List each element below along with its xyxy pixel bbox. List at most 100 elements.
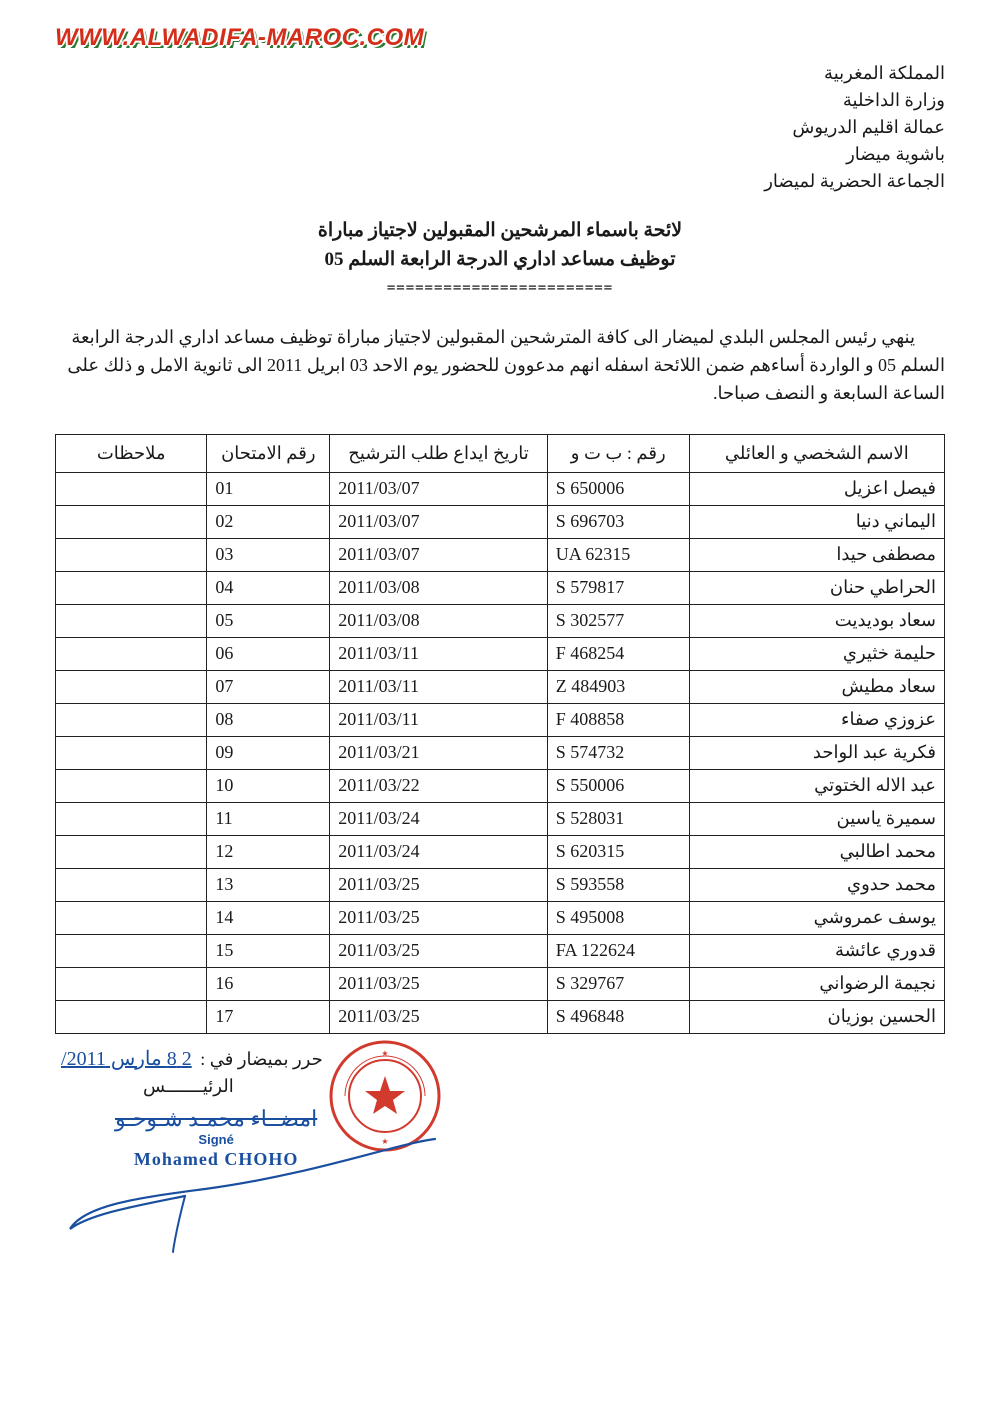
cell-exam-number: 09: [207, 736, 330, 769]
cell-exam-number: 05: [207, 604, 330, 637]
table-row: فكرية عبد الواحدS 5747322011/03/2109: [56, 736, 945, 769]
cell-cin: F 408858: [547, 703, 689, 736]
cell-exam-number: 02: [207, 505, 330, 538]
candidates-table: الاسم الشخصي و العائلي رقم : ب ت و تاريخ…: [55, 434, 945, 1034]
cell-exam-number: 14: [207, 901, 330, 934]
cell-exam-number: 04: [207, 571, 330, 604]
intro-paragraph: ينهي رئيس المجلس البلدي لميضار الى كافة …: [55, 324, 945, 408]
cell-name: مصطفى حيدا: [689, 538, 944, 571]
cell-date: 2011/03/08: [330, 571, 548, 604]
letterhead-line: المملكة المغربية: [55, 60, 945, 87]
letterhead-line: عمالة اقليم الدريوش: [55, 114, 945, 141]
table-header-row: الاسم الشخصي و العائلي رقم : ب ت و تاريخ…: [56, 434, 945, 472]
cell-notes: [56, 505, 207, 538]
cell-notes: [56, 802, 207, 835]
cell-notes: [56, 637, 207, 670]
cell-date: 2011/03/24: [330, 802, 548, 835]
cell-notes: [56, 1000, 207, 1033]
cell-name: سعاد مطيش: [689, 670, 944, 703]
issue-date-line: حرر بميضار في : 2 8 مارس 2011/: [61, 1046, 323, 1071]
title-separator: ========================: [55, 280, 945, 296]
table-row: الحسين بوزيانS 4968482011/03/2517: [56, 1000, 945, 1033]
letterhead-line: باشوية ميضار: [55, 141, 945, 168]
signature-flourish-icon: [65, 1134, 445, 1254]
cell-cin: S 593558: [547, 868, 689, 901]
cell-exam-number: 16: [207, 967, 330, 1000]
cell-date: 2011/03/24: [330, 835, 548, 868]
cell-cin: S 574732: [547, 736, 689, 769]
letterhead-line: وزارة الداخلية: [55, 87, 945, 114]
cell-date: 2011/03/08: [330, 604, 548, 637]
cell-name: محمد اطالبي: [689, 835, 944, 868]
cell-cin: S 496848: [547, 1000, 689, 1033]
cell-cin: F 468254: [547, 637, 689, 670]
cell-exam-number: 13: [207, 868, 330, 901]
table-row: قدوري عائشةFA 1226242011/03/2515: [56, 934, 945, 967]
table-row: محمد اطالبيS 6203152011/03/2412: [56, 835, 945, 868]
letterhead: المملكة المغربية وزارة الداخلية عمالة اق…: [55, 60, 945, 195]
cell-exam-number: 03: [207, 538, 330, 571]
table-row: اليماني دنياS 6967032011/03/0702: [56, 505, 945, 538]
cell-date: 2011/03/25: [330, 868, 548, 901]
cell-notes: [56, 868, 207, 901]
table-row: سميرة ياسينS 5280312011/03/2411: [56, 802, 945, 835]
cell-date: 2011/03/11: [330, 670, 548, 703]
cell-date: 2011/03/21: [330, 736, 548, 769]
cell-exam-number: 08: [207, 703, 330, 736]
document-page: WWW.ALWADIFA-MAROC.COM المملكة المغربية …: [0, 0, 1000, 1421]
cell-notes: [56, 934, 207, 967]
cell-exam-number: 10: [207, 769, 330, 802]
site-watermark: WWW.ALWADIFA-MAROC.COM: [55, 24, 424, 52]
date-prefix: حرر بميضار في :: [200, 1049, 323, 1069]
cell-notes: [56, 604, 207, 637]
cell-name: محمد حدوي: [689, 868, 944, 901]
cell-notes: [56, 472, 207, 505]
table-row: فيصل اعزيلS 6500062011/03/0701: [56, 472, 945, 505]
cell-name: فيصل اعزيل: [689, 472, 944, 505]
cell-cin: S 528031: [547, 802, 689, 835]
table-row: حليمة خثيريF 4682542011/03/1106: [56, 637, 945, 670]
cell-notes: [56, 703, 207, 736]
cell-cin: S 579817: [547, 571, 689, 604]
title-line-2: توظيف مساعد اداري الدرجة الرابعة السلم 0…: [55, 246, 945, 275]
table-row: يوسف عمروشيS 4950082011/03/2514: [56, 901, 945, 934]
cell-date: 2011/03/07: [330, 538, 548, 571]
table-row: محمد حدويS 5935582011/03/2513: [56, 868, 945, 901]
table-row: سعاد مطيشZ 4849032011/03/1107: [56, 670, 945, 703]
title-line-1: لائحة باسماء المرشحين المقبولين لاجتياز …: [55, 217, 945, 246]
signature-scribble: امضــاء محمـد شـوحـو: [115, 1108, 317, 1130]
table-row: الحراطي حنانS 5798172011/03/0804: [56, 571, 945, 604]
cell-exam-number: 06: [207, 637, 330, 670]
cell-name: عبد الاله الختوتي: [689, 769, 944, 802]
table-row: مصطفى حيداUA 623152011/03/0703: [56, 538, 945, 571]
cell-date: 2011/03/11: [330, 637, 548, 670]
cell-date: 2011/03/25: [330, 934, 548, 967]
document-title: لائحة باسماء المرشحين المقبولين لاجتياز …: [55, 217, 945, 274]
cell-date: 2011/03/07: [330, 472, 548, 505]
cell-cin: S 620315: [547, 835, 689, 868]
svg-text:★: ★: [381, 1049, 388, 1058]
cell-notes: [56, 769, 207, 802]
cell-name: يوسف عمروشي: [689, 901, 944, 934]
cell-name: نجيمة الرضواني: [689, 967, 944, 1000]
cell-name: قدوري عائشة: [689, 934, 944, 967]
cell-cin: S 650006: [547, 472, 689, 505]
cell-notes: [56, 967, 207, 1000]
cell-date: 2011/03/25: [330, 967, 548, 1000]
cell-cin: S 696703: [547, 505, 689, 538]
cell-name: سعاد بوديديت: [689, 604, 944, 637]
table-row: سعاد بوديديتS 3025772011/03/0805: [56, 604, 945, 637]
cell-date: 2011/03/25: [330, 1000, 548, 1033]
col-header-exam: رقم الامتحان: [207, 434, 330, 472]
cell-notes: [56, 571, 207, 604]
cell-cin: S 495008: [547, 901, 689, 934]
cell-exam-number: 07: [207, 670, 330, 703]
col-header-notes: ملاحظات: [56, 434, 207, 472]
cell-exam-number: 11: [207, 802, 330, 835]
cell-cin: S 550006: [547, 769, 689, 802]
cell-name: سميرة ياسين: [689, 802, 944, 835]
cell-notes: [56, 901, 207, 934]
cell-date: 2011/03/25: [330, 901, 548, 934]
table-row: عزوزي صفاءF 4088582011/03/1108: [56, 703, 945, 736]
cell-exam-number: 01: [207, 472, 330, 505]
